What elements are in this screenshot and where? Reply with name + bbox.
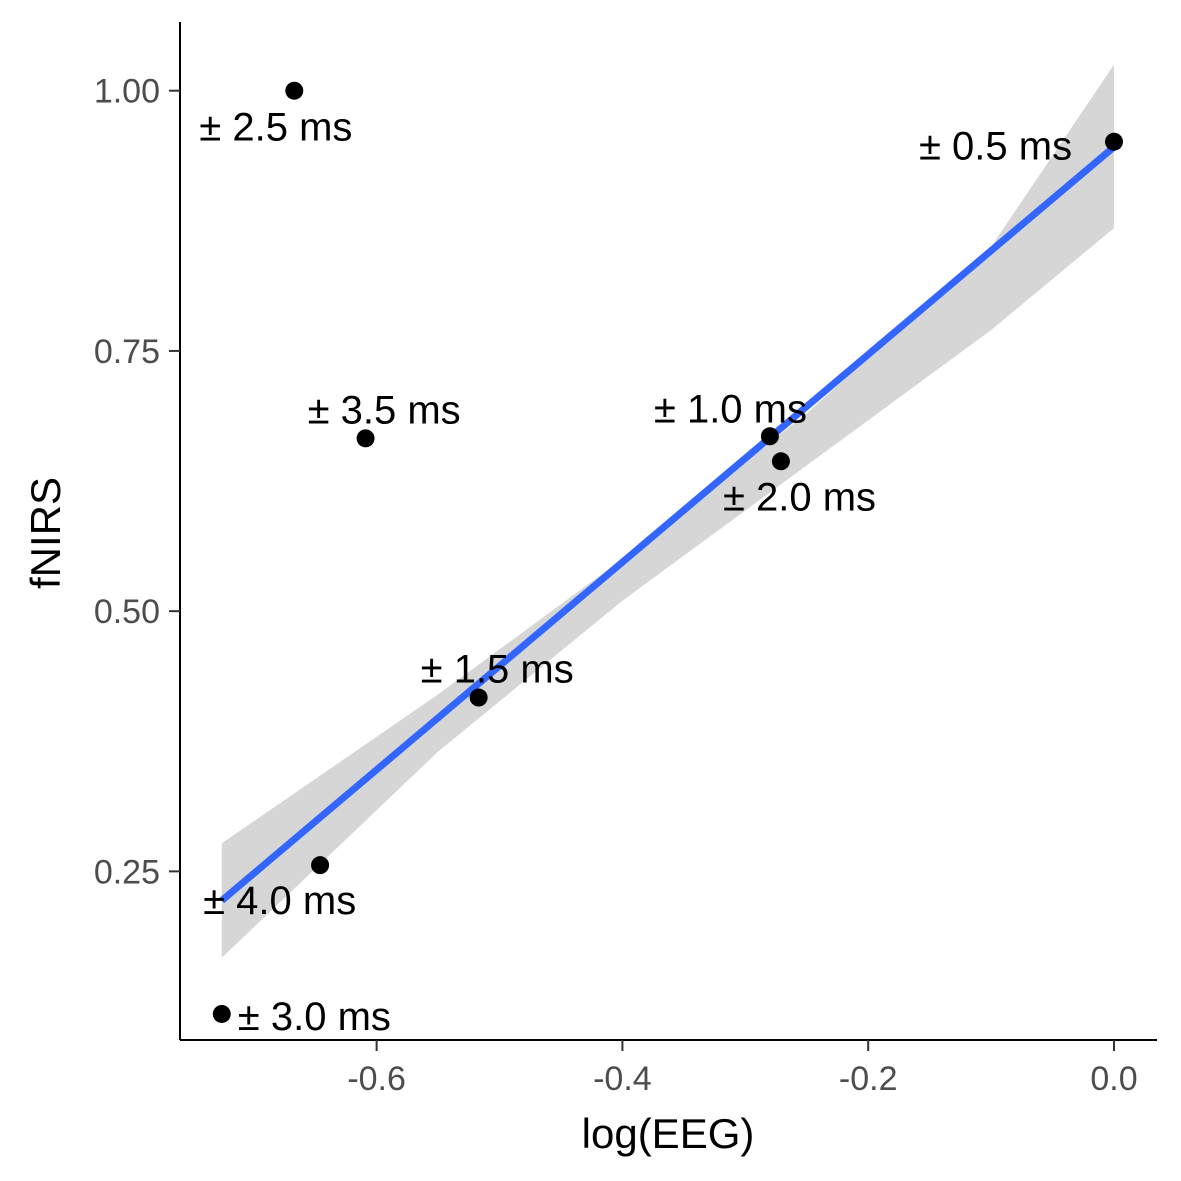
confidence-band-layer — [221, 64, 1114, 958]
y-tick-label: 0.75 — [94, 333, 160, 371]
point-label: ± 2.0 ms — [723, 475, 876, 519]
regression-line-layer — [219, 144, 1117, 904]
data-point — [311, 856, 330, 875]
data-point — [771, 452, 790, 471]
data-point — [356, 429, 375, 448]
point-label: ± 1.5 ms — [421, 648, 574, 692]
x-tick-label: -0.4 — [593, 1060, 652, 1098]
point-label: ± 4.0 ms — [203, 879, 356, 923]
data-point — [212, 1004, 231, 1023]
point-label: ± 3.0 ms — [238, 995, 391, 1039]
point-label: ± 1.0 ms — [654, 387, 807, 431]
y-tick-label: 0.50 — [94, 593, 160, 631]
x-tick-label: -0.2 — [839, 1060, 898, 1098]
data-point — [760, 427, 779, 446]
x-tick-label: 0.0 — [1090, 1060, 1137, 1098]
x-axis-title: log(EEG) — [582, 1110, 755, 1157]
x-tick-label: -0.6 — [347, 1060, 406, 1098]
regression-line — [219, 144, 1117, 904]
point-labels-layer: ± 2.5 ms ± 0.5 ms ± 3.5 ms ± 1.0 ms ± 2.0 ms… — [199, 106, 1072, 1039]
y-tick-label: 0.25 — [94, 853, 160, 891]
point-label: ± 3.5 ms — [308, 388, 461, 432]
y-axis-title: fNIRS — [22, 477, 69, 589]
point-label: ± 0.5 ms — [919, 125, 1072, 169]
data-point — [469, 688, 488, 707]
data-point — [1104, 132, 1123, 151]
point-label: ± 2.5 ms — [199, 106, 352, 150]
axes-layer: -0.6 -0.4 -0.2 0.0 0.25 0.50 0.75 1.00 — [94, 22, 1157, 1098]
y-tick-label: 1.00 — [94, 73, 160, 111]
data-point — [285, 81, 304, 100]
confidence-band — [221, 64, 1114, 958]
points-layer — [212, 81, 1123, 1023]
